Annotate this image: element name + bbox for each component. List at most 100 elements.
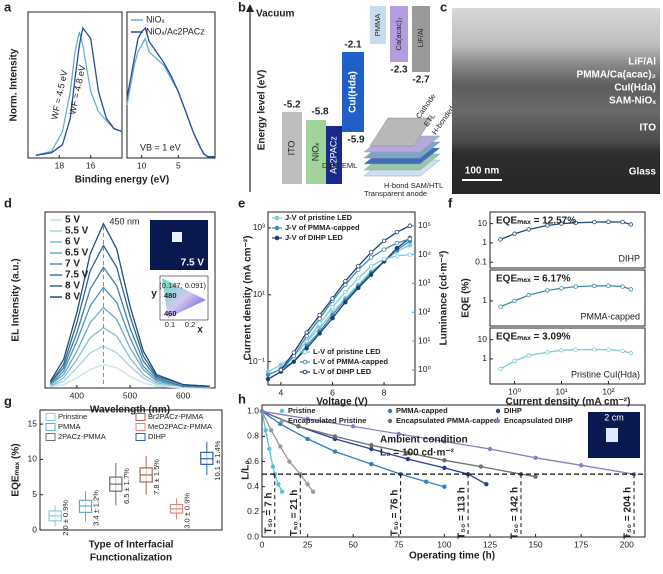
legend-swatch: [135, 423, 146, 431]
data-point: [278, 444, 283, 449]
data-point: [369, 446, 374, 452]
data-point: [350, 424, 356, 429]
layer-name: Ac2PACz: [328, 136, 338, 174]
legend-label: L-V of DIHP LED: [313, 367, 372, 376]
series-line: [35, 26, 123, 156]
data-point: [310, 489, 316, 494]
data-point: [381, 256, 387, 262]
photo-label: 2 cm: [604, 412, 624, 422]
layer-ac2pacz: [326, 126, 342, 184]
legend-label: PMMA: [58, 422, 81, 431]
legend-label: NiOₓ/Ac2PACz: [146, 26, 205, 36]
data-point: [512, 298, 517, 304]
t50-label: T₅₀ = 76 h: [389, 490, 400, 537]
panel-label: e: [238, 195, 245, 210]
data-point: [573, 220, 578, 226]
y2-tick-label: 10³: [418, 278, 430, 288]
y-axis-label: EQEₘₐₓ (%): [11, 443, 22, 496]
legend-marker: [387, 408, 393, 414]
data-point: [512, 358, 517, 363]
t50-label: T₅₀ = 113 h: [457, 487, 468, 539]
y-tick-label: 0.6: [247, 456, 259, 466]
x-tick-label: 10¹: [555, 386, 567, 396]
x-tick-label: 500: [123, 390, 137, 400]
data-point: [396, 431, 401, 437]
data-point: [407, 223, 413, 228]
annotation: EQEₘₐₓ = 6.17%: [496, 274, 571, 285]
energy-diagram: Vacuum Energy level (eV) ITO -5.2 NiOₓ -…: [246, 4, 469, 198]
vacuum-label: Vacuum: [256, 9, 294, 20]
cie-locus-label: 480: [164, 291, 177, 300]
value-label: 10.1 ± 1.4%: [213, 440, 222, 480]
legend-label: 6.5 V: [65, 248, 89, 259]
level-label: -2.3: [390, 65, 408, 76]
layer-name: Ca(acac)₂: [394, 17, 403, 50]
cie-tick: 0.2: [185, 320, 195, 329]
data-point: [305, 482, 310, 487]
value-label: 7.8 ± 1.5%: [152, 459, 161, 495]
x-tick-label: 75: [394, 539, 404, 549]
data-point: [356, 285, 361, 291]
panel-label: g: [4, 393, 12, 408]
data-point: [606, 283, 611, 288]
series-line: [49, 306, 210, 389]
y-tick-label: 0.1: [475, 256, 487, 266]
data-point: [305, 416, 310, 422]
data-point: [330, 315, 335, 321]
legend-swatch: [135, 413, 146, 421]
annotation: L₀ = 100 cd·m⁻²: [380, 448, 455, 459]
layer-label: PMMA/Ca(acac)₂: [577, 70, 656, 81]
data-point: [484, 482, 489, 487]
series-line: [49, 244, 210, 387]
series-label: Pristine CuI(Hda): [571, 369, 640, 379]
layer-name: CuI(Hda): [348, 71, 359, 113]
data-point: [263, 427, 268, 433]
data-point: [291, 350, 296, 355]
data-point: [606, 347, 611, 352]
y2-tick-label: 10²: [418, 307, 430, 317]
legend-label: Prinstine: [58, 412, 87, 421]
series-line: [49, 222, 210, 387]
device-label: DIHP EML: [322, 161, 357, 170]
x-tick-label: 0: [260, 539, 265, 549]
y2-axis-label: Luminance (cd·m⁻²): [439, 251, 450, 346]
x-tick-label: 400: [70, 390, 84, 400]
data-point: [330, 296, 335, 301]
device-label: Transparent anode: [364, 189, 427, 198]
data-point: [578, 463, 584, 468]
x-tick-label: 125: [483, 539, 497, 549]
layer-name: PMMA: [373, 14, 382, 37]
x-tick-label: 50: [348, 539, 358, 549]
data-point: [368, 250, 374, 255]
data-point: [343, 289, 348, 295]
device-label: H-bond SAM/HTL: [384, 181, 443, 190]
data-point: [279, 489, 285, 494]
data-point: [498, 366, 503, 372]
data-point: [559, 286, 564, 291]
legend-label: PMMA-capped: [396, 406, 448, 415]
y2-tick-label: 10¹: [418, 335, 430, 345]
plot-frame: [27, 11, 123, 159]
layer-lifal: [412, 6, 430, 72]
data-point: [368, 272, 374, 277]
el-photo-spot: [172, 232, 182, 242]
layer-niox: [306, 120, 326, 184]
y2-tick-label: 10⁰: [418, 364, 431, 374]
value-label: 3.4 ± 1.2%: [92, 490, 101, 526]
data-point: [628, 287, 634, 292]
layer-label: Glass: [629, 167, 657, 178]
t50-label: T₅₀ = 7 h: [263, 492, 274, 533]
data-point: [287, 459, 292, 464]
level-label: -2.7: [412, 75, 430, 86]
data-point: [620, 219, 625, 225]
x-axis-label: Voltage (V): [316, 397, 367, 408]
series-line: [49, 286, 210, 387]
data-point: [405, 450, 411, 455]
plot-frame: [126, 11, 216, 159]
legend-marker: [302, 349, 308, 355]
y-tick-label: 10¹: [253, 289, 265, 299]
annotation: Ambient condition: [380, 435, 468, 446]
layer-label: ITO: [640, 123, 657, 134]
data-point: [394, 245, 400, 251]
